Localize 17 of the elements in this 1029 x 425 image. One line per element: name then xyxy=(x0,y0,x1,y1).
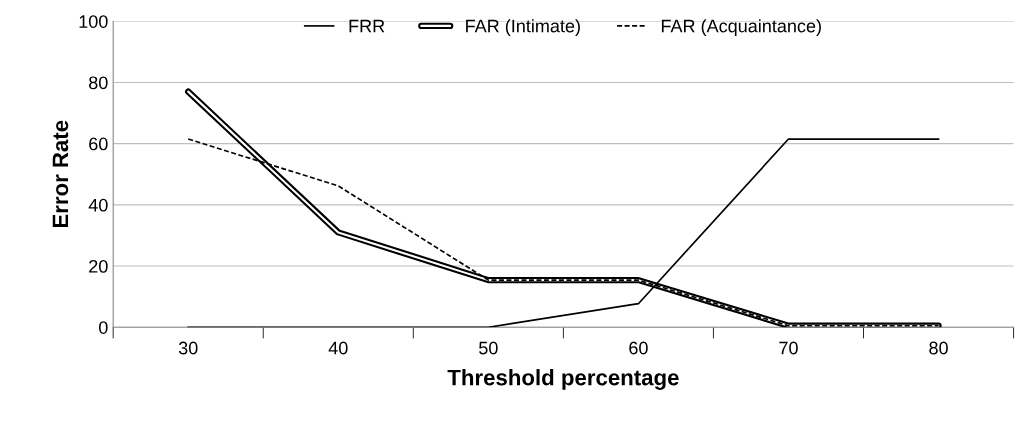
x-tick-label: 80 xyxy=(929,341,948,355)
x-tick-label: 60 xyxy=(629,341,648,355)
legend-label: FRR xyxy=(349,19,385,33)
y-tick-label: 0 xyxy=(98,321,108,334)
y-tick-label: 40 xyxy=(88,198,108,212)
x-tick-label: 70 xyxy=(779,341,798,355)
legend-label: FAR (Intimate) xyxy=(466,19,580,36)
x-tick-label: 50 xyxy=(479,341,498,355)
y-tick-label: 20 xyxy=(89,259,108,273)
legend-label: FAR (Acquaintance) xyxy=(661,19,821,36)
x-tick-label: 30 xyxy=(178,341,198,355)
x-axis-title: Threshold percentage xyxy=(447,369,679,390)
y-axis-title: Error Rate xyxy=(52,120,69,228)
y-tick-label: 60 xyxy=(89,137,108,151)
y-tick-label: 100 xyxy=(79,15,108,28)
x-tick-label: 40 xyxy=(328,341,348,355)
y-tick-label: 80 xyxy=(89,76,108,90)
